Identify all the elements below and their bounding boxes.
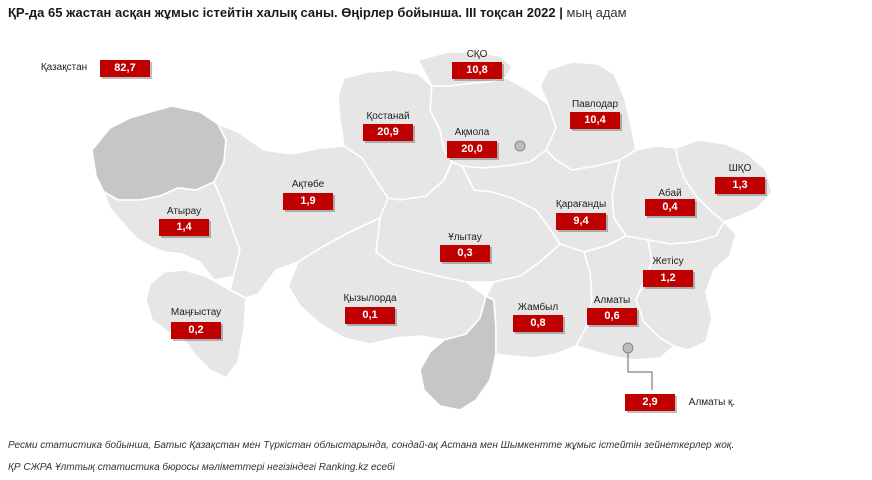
region-label-vko: ШҚО <box>728 163 752 174</box>
country-label: Қазақстан <box>40 62 88 73</box>
region-value-zhetisu: 1,2 <box>643 270 693 287</box>
region-label-sko: СҚО <box>466 49 488 60</box>
region-value-atyrau: 1,4 <box>159 219 209 236</box>
region-value-aktobe: 1,9 <box>283 193 333 210</box>
region-value-kyzylorda: 0,1 <box>345 307 395 324</box>
region-value-karaganda: 9,4 <box>556 213 606 230</box>
region-label-karaganda: Қарағанды <box>555 199 607 210</box>
region-value-almaty: 0,6 <box>587 308 637 325</box>
region-label-ulytau: Ұлытау <box>448 232 482 243</box>
region-label-aktobe: Ақтөбе <box>291 179 325 190</box>
title-separator: | <box>555 5 567 20</box>
country-value: 82,7 <box>100 60 150 77</box>
region-label-abai: Абай <box>658 188 682 199</box>
region-label-zhambyl: Жамбыл <box>517 302 559 313</box>
region-value-zhambyl: 0,8 <box>513 315 563 332</box>
footnote: Ресми статистика бойынша, Батыс Қазақста… <box>8 440 735 451</box>
region-value-ulytau: 0,3 <box>440 245 490 262</box>
region-value-vko: 1,3 <box>715 177 765 194</box>
region-label-pavlodar: Павлодар <box>571 99 619 110</box>
region-value-akmola: 20,0 <box>447 141 497 158</box>
astana-city-marker <box>514 140 526 152</box>
region-value-kostanay: 20,9 <box>363 124 413 141</box>
title-main: ҚР-да 65 жастан асқан жұмыс істейтін хал… <box>8 5 556 20</box>
region-label-akmola: Ақмола <box>454 127 490 138</box>
source-note: ҚР СЖРА Ұлттық статистика бюросы мәлімет… <box>8 462 395 473</box>
almaty-city-leader-line <box>627 353 653 390</box>
region-label-almaty: Алматы <box>593 295 631 306</box>
region-value-almaty-city: 2,9 <box>625 394 675 411</box>
chart-title: ҚР-да 65 жастан асқан жұмыс істейтін хал… <box>8 5 627 20</box>
region-value-sko: 10,8 <box>452 62 502 79</box>
region-value-abai: 0,4 <box>645 199 695 216</box>
region-label-zhetisu: Жетісу <box>652 256 684 267</box>
title-unit: мың адам <box>566 5 627 20</box>
region-label-atyrau: Атырау <box>166 206 202 217</box>
region-turkistan <box>419 294 497 411</box>
region-label-mangystau: Маңғыстау <box>170 307 222 318</box>
region-value-pavlodar: 10,4 <box>570 112 620 129</box>
region-value-mangystau: 0,2 <box>171 322 221 339</box>
almaty-city-marker <box>622 342 634 354</box>
region-label-kostanay: Қостанай <box>366 111 410 122</box>
region-label-kyzylorda: Қызылорда <box>343 293 397 304</box>
region-label-almaty-city: Алматы қ. <box>688 397 736 408</box>
